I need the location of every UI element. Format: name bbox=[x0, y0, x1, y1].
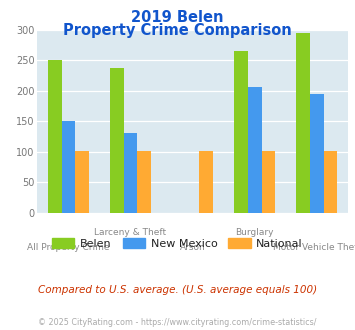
Legend: Belen, New Mexico, National: Belen, New Mexico, National bbox=[48, 234, 307, 253]
Bar bbox=[137, 150, 151, 213]
Bar bbox=[48, 60, 61, 213]
Text: Compared to U.S. average. (U.S. average equals 100): Compared to U.S. average. (U.S. average … bbox=[38, 285, 317, 295]
Bar bbox=[200, 150, 213, 213]
Text: Property Crime Comparison: Property Crime Comparison bbox=[63, 23, 292, 38]
Bar bbox=[124, 133, 137, 213]
Text: © 2025 CityRating.com - https://www.cityrating.com/crime-statistics/: © 2025 CityRating.com - https://www.city… bbox=[38, 318, 317, 327]
Text: All Property Crime: All Property Crime bbox=[27, 244, 110, 252]
Text: Larceny & Theft: Larceny & Theft bbox=[94, 228, 166, 237]
Text: 2019 Belen: 2019 Belen bbox=[131, 10, 224, 25]
Bar bbox=[61, 121, 75, 213]
Text: Motor Vehicle Theft: Motor Vehicle Theft bbox=[273, 244, 355, 252]
Bar bbox=[248, 87, 262, 213]
Bar bbox=[110, 68, 124, 213]
Bar bbox=[310, 94, 324, 213]
Bar bbox=[234, 51, 248, 213]
Text: Arson: Arson bbox=[180, 244, 206, 252]
Bar bbox=[324, 150, 337, 213]
Text: Burglary: Burglary bbox=[235, 228, 274, 237]
Bar bbox=[262, 150, 275, 213]
Bar bbox=[75, 150, 89, 213]
Bar bbox=[296, 33, 310, 213]
